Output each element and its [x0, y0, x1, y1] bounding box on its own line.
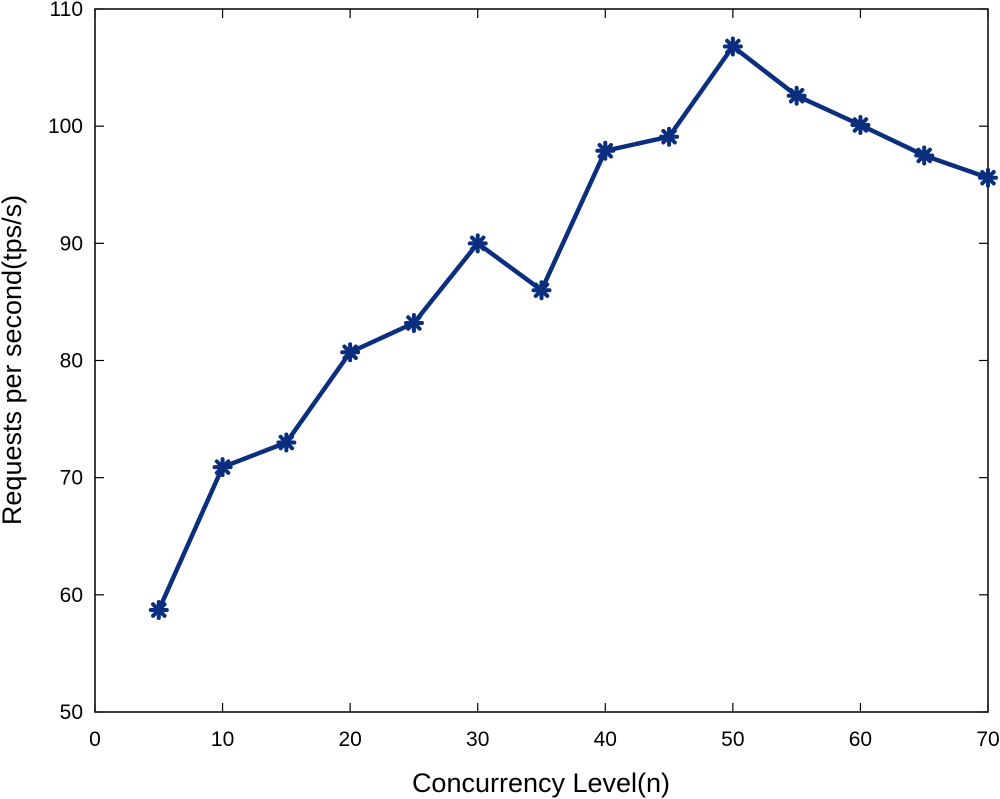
data-point-marker: [403, 313, 424, 334]
data-point-marker: [722, 36, 743, 57]
data-point-marker: [850, 115, 871, 135]
y-tick-label: 70: [60, 467, 83, 490]
ticks-layer: 0 10 20 30 40 50 60 70 50 60 70 80 90 100 110: [48, 0, 1000, 751]
y-tick-label: 60: [60, 584, 83, 607]
data-point-marker: [531, 280, 552, 301]
x-tick-label: 70: [976, 728, 999, 751]
x-tick-label: 20: [338, 728, 361, 751]
y-tick-label: 110: [50, 0, 83, 21]
series-line: [156, 44, 991, 613]
data-point-marker: [467, 233, 488, 254]
series-layer: [148, 36, 998, 621]
x-tick-label: 60: [849, 728, 872, 751]
data-point-marker: [276, 432, 297, 453]
x-tick-label: 0: [89, 728, 101, 751]
data-point-marker: [659, 126, 680, 147]
data-point-marker: [212, 457, 233, 478]
data-point-marker: [786, 85, 807, 106]
x-axis-title: Concurrency Level(n): [412, 768, 670, 798]
plot-frame: [94, 8, 989, 713]
data-point-marker: [914, 145, 935, 166]
data-point-marker: [595, 140, 616, 161]
y-tick-label: 50: [60, 701, 83, 724]
x-tick-label: 30: [466, 728, 489, 751]
x-tick-label: 50: [721, 728, 744, 751]
data-point-marker: [340, 342, 361, 363]
y-tick-label: 90: [60, 232, 83, 255]
y-tick-label: 100: [48, 115, 83, 138]
data-point-marker: [978, 167, 998, 188]
y-tick-label: 80: [60, 350, 83, 373]
x-tick-label: 40: [594, 728, 617, 751]
y-axis-title: Requests per second(tps/s): [0, 195, 27, 525]
x-tick-label: 10: [211, 728, 234, 751]
data-point-marker: [148, 600, 169, 621]
